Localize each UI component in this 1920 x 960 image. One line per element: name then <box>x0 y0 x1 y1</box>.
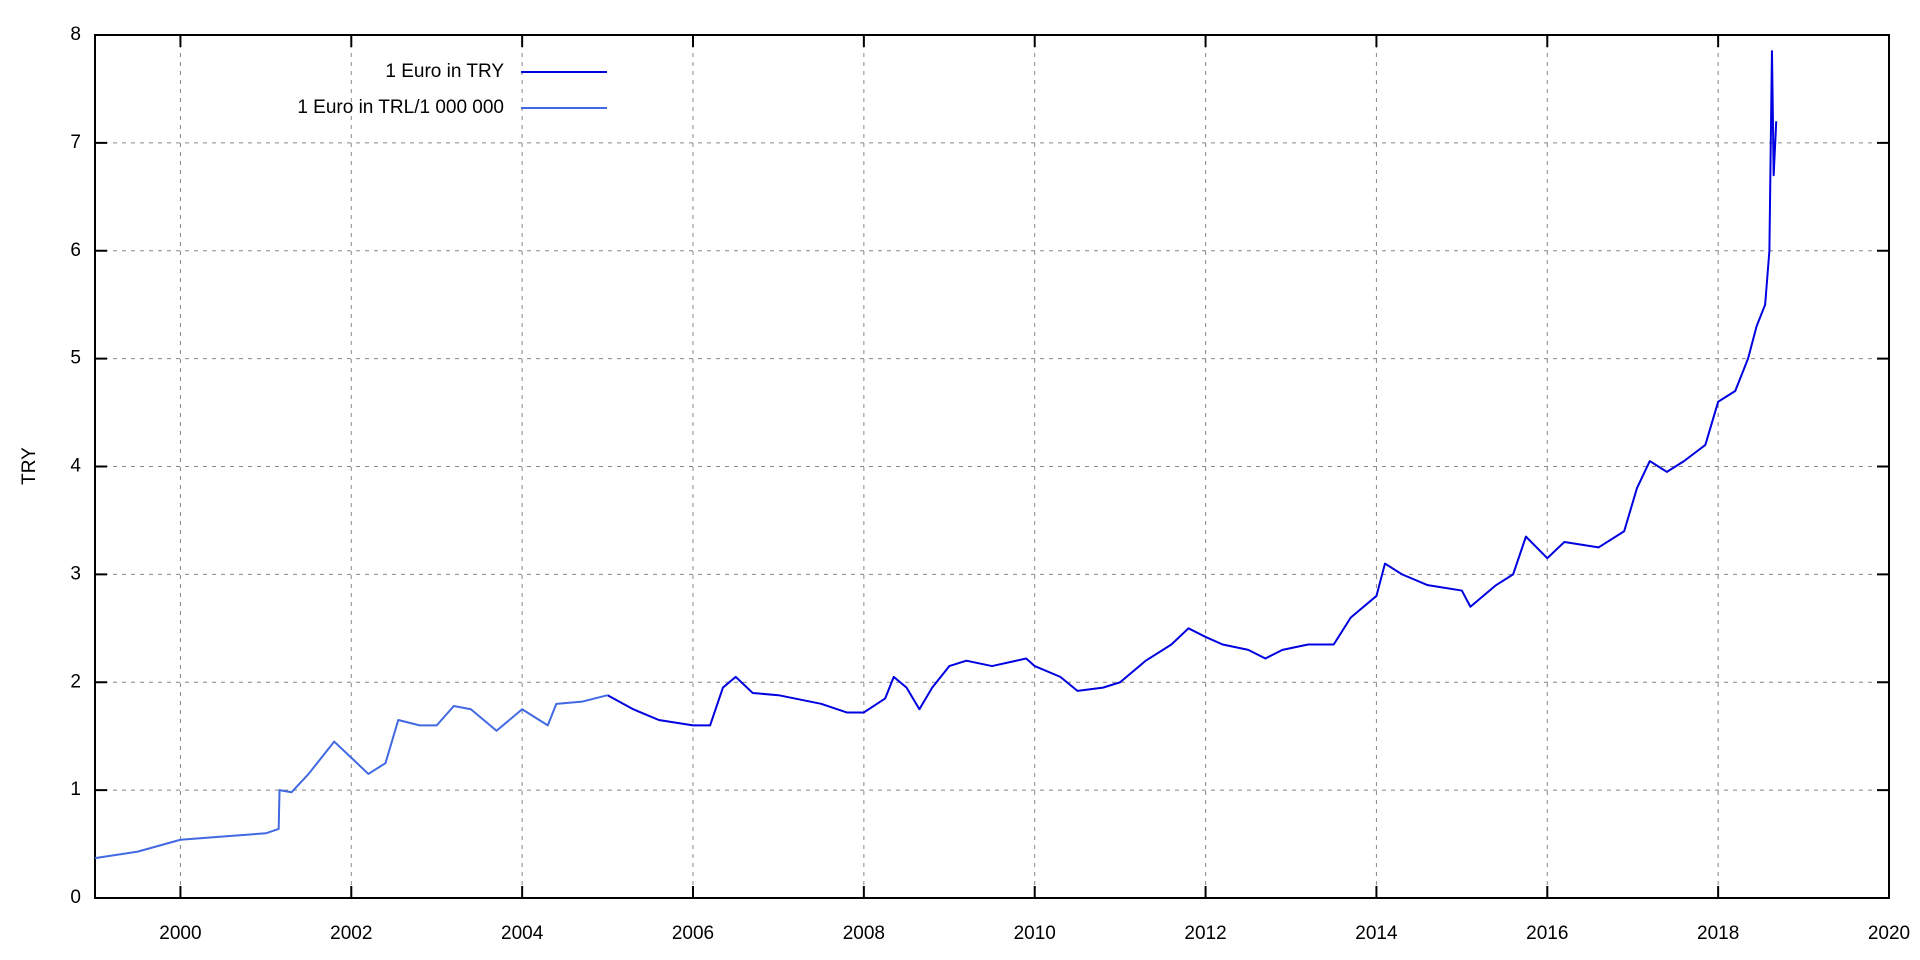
legend-label: 1 Euro in TRL/1 000 000 <box>297 97 504 118</box>
legend-label: 1 Euro in TRY <box>385 61 504 82</box>
y-axis-label: TRY <box>19 447 40 485</box>
y-tick-label: 2 <box>70 671 81 692</box>
x-tick-label: 2004 <box>501 923 544 944</box>
y-tick-label: 0 <box>70 887 81 908</box>
series-line <box>607 50 1778 727</box>
y-tick-label: 4 <box>70 456 81 477</box>
x-tick-label: 2016 <box>1526 923 1568 944</box>
y-tick-label: 5 <box>70 348 81 369</box>
x-tick-label: 2000 <box>159 923 201 944</box>
y-tick-label: 1 <box>70 779 81 800</box>
y-tick-label: 6 <box>70 240 81 261</box>
series-line <box>94 694 608 860</box>
x-tick-label: 2010 <box>1014 923 1056 944</box>
y-tick-label: 7 <box>70 132 81 153</box>
x-tick-label: 2012 <box>1184 923 1226 944</box>
x-tick-label: 2018 <box>1697 923 1739 944</box>
x-tick-label: 2002 <box>330 923 372 944</box>
x-tick-label: 2014 <box>1355 923 1398 944</box>
y-tick-label: 3 <box>70 563 81 584</box>
x-tick-label: 2020 <box>1868 923 1910 944</box>
y-tick-label: 8 <box>70 24 81 45</box>
x-tick-label: 2006 <box>672 923 714 944</box>
plot-border <box>94 34 1890 899</box>
x-tick-label: 2008 <box>843 923 885 944</box>
